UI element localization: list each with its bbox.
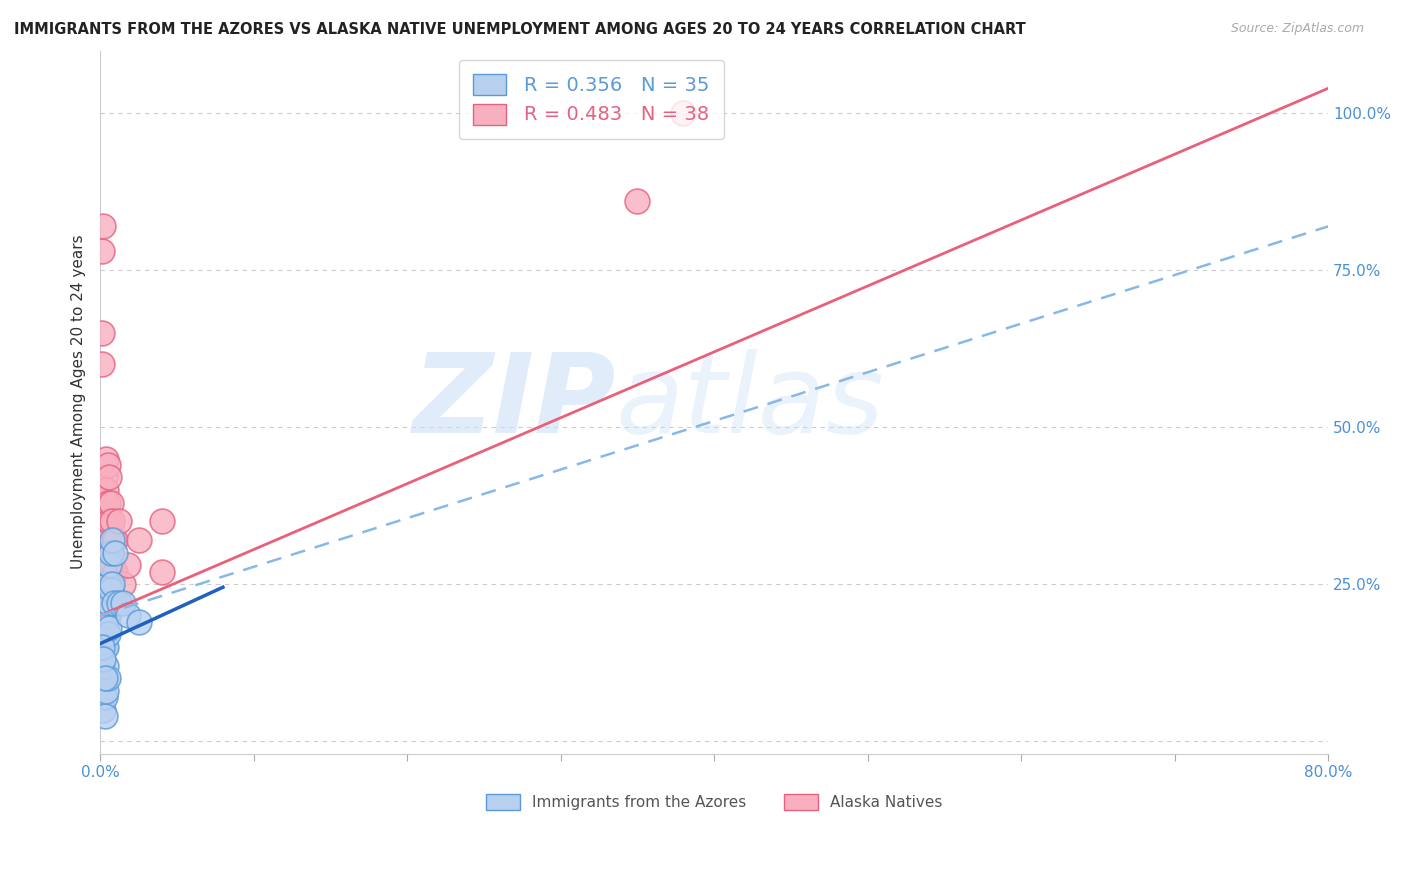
Point xyxy=(101,533,124,548)
Point xyxy=(101,514,124,528)
Text: Source: ZipAtlas.com: Source: ZipAtlas.com xyxy=(1230,22,1364,36)
Point xyxy=(96,558,118,573)
Point xyxy=(98,621,121,635)
Point xyxy=(150,565,173,579)
Point xyxy=(100,583,122,598)
Point xyxy=(91,652,114,666)
Point xyxy=(91,577,114,591)
Text: IMMIGRANTS FROM THE AZORES VS ALASKA NATIVE UNEMPLOYMENT AMONG AGES 20 TO 24 YEA: IMMIGRANTS FROM THE AZORES VS ALASKA NAT… xyxy=(14,22,1026,37)
Point xyxy=(98,514,121,528)
Point xyxy=(97,533,120,548)
Point xyxy=(93,671,115,685)
Point xyxy=(97,671,120,685)
Point xyxy=(90,326,112,340)
Point xyxy=(96,640,118,654)
Point xyxy=(103,596,125,610)
Point xyxy=(97,627,120,641)
Point xyxy=(97,577,120,591)
Point xyxy=(112,596,135,610)
Point xyxy=(100,546,122,560)
Point xyxy=(96,596,118,610)
Point xyxy=(93,495,115,509)
Point xyxy=(93,709,115,723)
Legend: Immigrants from the Azores, Alaska Natives: Immigrants from the Azores, Alaska Nativ… xyxy=(479,788,949,816)
Point xyxy=(97,577,120,591)
Point xyxy=(672,106,695,120)
Point xyxy=(98,470,121,484)
Point xyxy=(91,621,114,635)
Point xyxy=(98,577,121,591)
Point xyxy=(101,577,124,591)
Point xyxy=(97,495,120,509)
Point xyxy=(91,608,114,623)
Point xyxy=(90,596,112,610)
Point xyxy=(97,608,120,623)
Point xyxy=(96,514,118,528)
Point xyxy=(117,608,139,623)
Point xyxy=(626,194,648,209)
Point xyxy=(112,577,135,591)
Point xyxy=(90,244,112,259)
Point xyxy=(98,596,121,610)
Point xyxy=(93,608,115,623)
Point xyxy=(93,671,115,685)
Point xyxy=(90,640,112,654)
Point xyxy=(150,514,173,528)
Point xyxy=(107,596,129,610)
Point xyxy=(100,495,122,509)
Point xyxy=(97,608,120,623)
Point xyxy=(91,683,114,698)
Text: ZIP: ZIP xyxy=(412,349,616,456)
Point xyxy=(97,458,120,472)
Point xyxy=(128,533,150,548)
Point xyxy=(96,621,118,635)
Point xyxy=(103,533,125,548)
Point xyxy=(91,703,114,717)
Point xyxy=(90,658,112,673)
Y-axis label: Unemployment Among Ages 20 to 24 years: Unemployment Among Ages 20 to 24 years xyxy=(72,235,86,569)
Point xyxy=(128,615,150,629)
Point xyxy=(90,358,112,372)
Point xyxy=(101,558,124,573)
Point xyxy=(107,514,129,528)
Point xyxy=(91,514,114,528)
Point xyxy=(96,683,118,698)
Point xyxy=(93,640,115,654)
Point xyxy=(117,558,139,573)
Point xyxy=(93,470,115,484)
Point xyxy=(104,565,127,579)
Point xyxy=(91,219,114,234)
Point xyxy=(96,658,118,673)
Point xyxy=(104,546,127,560)
Point xyxy=(98,558,121,573)
Point xyxy=(93,690,115,704)
Point xyxy=(96,483,118,497)
Point xyxy=(96,451,118,466)
Point xyxy=(93,533,115,548)
Text: atlas: atlas xyxy=(616,349,884,456)
Point xyxy=(93,558,115,573)
Point xyxy=(104,533,127,548)
Point xyxy=(100,546,122,560)
